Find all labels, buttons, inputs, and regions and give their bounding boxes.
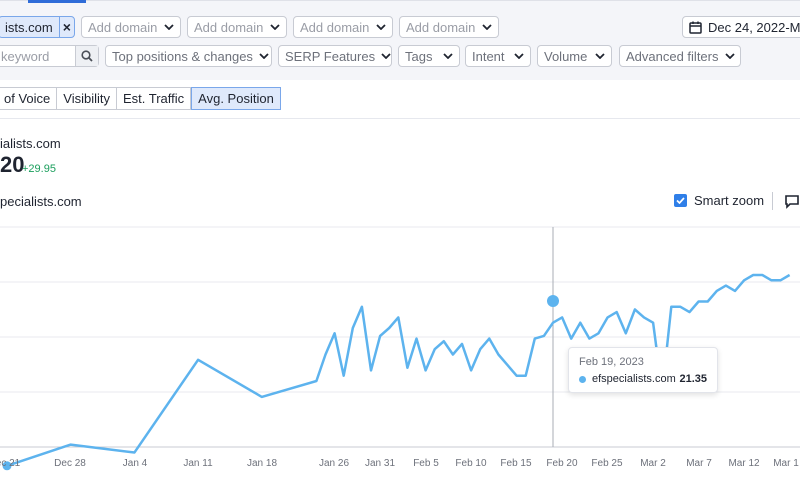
summary-value: 20 <box>0 152 25 177</box>
add-domain-field-4[interactable]: Add domain <box>399 16 499 38</box>
chevron-down-icon <box>589 53 605 59</box>
toolbar-separator <box>772 192 773 210</box>
x-tick-label: Mar 2 <box>640 458 666 469</box>
x-tick-label: ec 21 <box>0 458 21 469</box>
tags-filter[interactable]: Tags <box>398 45 460 67</box>
smart-zoom-label: Smart zoom <box>694 193 765 208</box>
tags-label: Tags <box>405 48 433 64</box>
chart-tooltip: Feb 19, 2023 efspecialists.com 21.35 <box>568 347 718 393</box>
add-domain-field-3[interactable]: Add domain <box>293 16 393 38</box>
date-range-picker[interactable]: Dec 24, 2022-Ma <box>682 16 800 38</box>
chevron-down-icon <box>437 53 453 59</box>
x-tick-label: Jan 11 <box>183 458 213 469</box>
volume-label: Volume <box>544 48 588 64</box>
domain-chip-label: ists.com <box>5 19 53 35</box>
section-divider <box>0 118 800 119</box>
tab-visibility[interactable]: Visibility <box>57 87 117 110</box>
chevron-down-icon <box>476 24 492 30</box>
tooltip-domain: efspecialists.com <box>592 373 676 385</box>
keyword-placeholder: keyword <box>1 48 50 64</box>
summary-domain: ialists.com <box>0 136 61 151</box>
serp-features-label: SERP Features <box>285 48 376 64</box>
x-tick-label: Feb 20 <box>546 458 578 469</box>
search-icon[interactable] <box>75 46 98 66</box>
chevron-down-icon <box>719 53 735 59</box>
legend-series-label: pecialists.com <box>0 194 82 209</box>
top-positions-label: Top positions & changes <box>112 48 253 64</box>
checkbox-checked-icon[interactable] <box>674 194 687 207</box>
chevron-down-icon <box>375 53 391 59</box>
summary-delta: +29.95 <box>22 163 56 175</box>
add-domain-label: Add domain <box>194 19 264 35</box>
x-tick-label: Mar 12 <box>728 458 760 469</box>
tab-avg-position[interactable]: Avg. Position <box>191 87 281 110</box>
chevron-down-icon <box>508 53 524 59</box>
x-tick-label: Feb 25 <box>591 458 623 469</box>
x-tick-label: Jan 26 <box>319 458 349 469</box>
add-domain-field-2[interactable]: Add domain <box>187 16 287 38</box>
x-tick-label: Mar 1 <box>773 458 799 469</box>
x-tick-label: Jan 31 <box>365 458 395 469</box>
intent-filter[interactable]: Intent <box>465 45 531 67</box>
date-range-label: Dec 24, 2022-Ma <box>708 19 800 35</box>
serp-features-filter[interactable]: SERP Features <box>278 45 392 67</box>
chevron-down-icon <box>253 53 269 59</box>
x-tick-label: Mar 7 <box>686 458 712 469</box>
add-domain-label: Add domain <box>300 19 370 35</box>
avg-position-chart: ec 21 Dec 28 Jan 4 Jan 11 Jan 18 Jan 26 Jan 31… <box>0 226 800 471</box>
add-domain-label: Add domain <box>406 19 476 35</box>
top-positions-filter[interactable]: Top positions & changes <box>105 45 272 67</box>
x-tick-label: Feb 10 <box>455 458 487 469</box>
tooltip-date: Feb 19, 2023 <box>579 356 644 368</box>
advanced-filters-label: Advanced filters <box>626 48 719 64</box>
active-nav-indicator <box>28 0 86 3</box>
keyword-filter-input[interactable]: keyword <box>0 45 99 67</box>
remove-domain-icon[interactable]: × <box>58 17 74 37</box>
volume-filter[interactable]: Volume <box>537 45 612 67</box>
x-tick-label: Jan 4 <box>123 458 148 469</box>
calendar-icon <box>689 21 702 34</box>
domain-chip[interactable]: ists.com × <box>0 16 75 38</box>
advanced-filters[interactable]: Advanced filters <box>619 45 741 67</box>
series-start-point <box>2 461 12 471</box>
chevron-down-icon <box>158 24 174 30</box>
tooltip-value: 21.35 <box>679 373 707 385</box>
chevron-down-icon <box>370 24 386 30</box>
x-tick-label: Dec 28 <box>54 458 86 469</box>
x-tick-label: Jan 18 <box>247 458 277 469</box>
add-domain-label: Add domain <box>88 19 158 35</box>
metric-tabs: of Voice Visibility Est. Traffic Avg. Po… <box>0 87 281 110</box>
tab-est-traffic[interactable]: Est. Traffic <box>116 87 192 110</box>
hover-point <box>547 295 559 307</box>
comment-icon[interactable] <box>784 194 800 214</box>
tab-share-of-voice[interactable]: of Voice <box>0 87 58 110</box>
top-border <box>0 0 800 1</box>
chevron-down-icon <box>264 24 280 30</box>
intent-label: Intent <box>472 48 505 64</box>
series-dot-icon <box>579 376 586 383</box>
series-line <box>6 273 791 467</box>
toolbar-area <box>0 0 800 80</box>
smart-zoom-toggle[interactable]: Smart zoom <box>674 193 764 208</box>
x-tick-label: Feb 15 <box>500 458 532 469</box>
x-tick-label: Feb 5 <box>413 458 439 469</box>
add-domain-field-1[interactable]: Add domain <box>81 16 181 38</box>
